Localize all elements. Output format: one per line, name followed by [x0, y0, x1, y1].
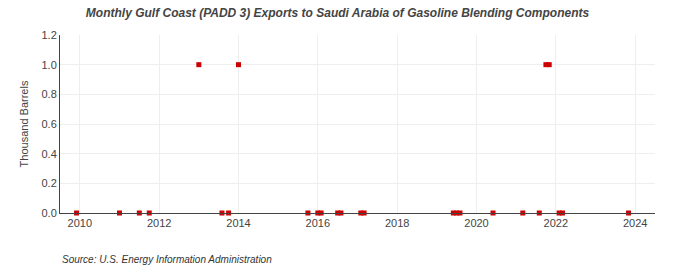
svg-text:0.0: 0.0	[42, 207, 57, 219]
svg-text:0.8: 0.8	[42, 88, 57, 100]
svg-text:1.2: 1.2	[42, 29, 57, 41]
svg-text:2024: 2024	[623, 217, 647, 229]
svg-text:2018: 2018	[385, 217, 409, 229]
svg-text:Thousand Barrels: Thousand Barrels	[18, 80, 30, 167]
svg-text:Source: U.S. Energy Informatio: Source: U.S. Energy Information Administ…	[62, 254, 272, 265]
svg-text:1.0: 1.0	[42, 59, 57, 71]
svg-text:2020: 2020	[464, 217, 488, 229]
svg-text:Monthly Gulf Coast (PADD 3) Ex: Monthly Gulf Coast (PADD 3) Exports to S…	[86, 6, 590, 20]
svg-text:2010: 2010	[68, 217, 92, 229]
svg-text:0.4: 0.4	[42, 148, 57, 160]
svg-text:0.2: 0.2	[42, 177, 57, 189]
svg-text:2022: 2022	[544, 217, 568, 229]
svg-text:0.6: 0.6	[42, 118, 57, 130]
svg-text:2014: 2014	[226, 217, 250, 229]
svg-text:2012: 2012	[147, 217, 171, 229]
svg-text:2016: 2016	[306, 217, 330, 229]
